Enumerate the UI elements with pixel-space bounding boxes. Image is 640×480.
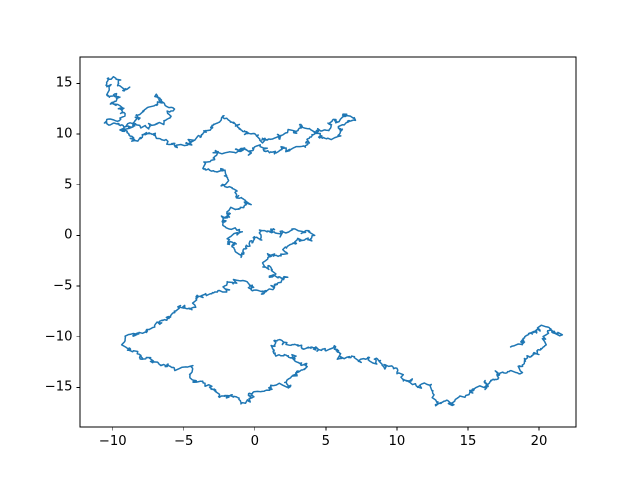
x-tick-label: 10: [388, 433, 406, 449]
y-axis-tick-marks: [76, 82, 80, 388]
y-tick-label: 5: [64, 177, 73, 193]
x-tick-label: −5: [174, 433, 194, 449]
y-tick-label: −10: [44, 329, 73, 345]
axes-spines: [79, 56, 577, 428]
axes-background: [80, 57, 576, 427]
x-tick-label: 5: [321, 433, 331, 449]
x-tick-label: 15: [459, 433, 477, 449]
x-tick-label: −10: [98, 433, 127, 449]
random-walk-line: [103, 75, 564, 407]
y-tick-label: −15: [44, 379, 73, 395]
x-tick-label: 0: [250, 433, 259, 449]
y-tick-label: 0: [64, 227, 73, 243]
x-axis-tick-marks: [112, 427, 540, 431]
y-tick-label: 15: [55, 75, 73, 91]
y-tick-label: −5: [53, 278, 73, 294]
y-tick-label: 10: [55, 126, 73, 142]
x-tick-label: 20: [530, 433, 548, 449]
